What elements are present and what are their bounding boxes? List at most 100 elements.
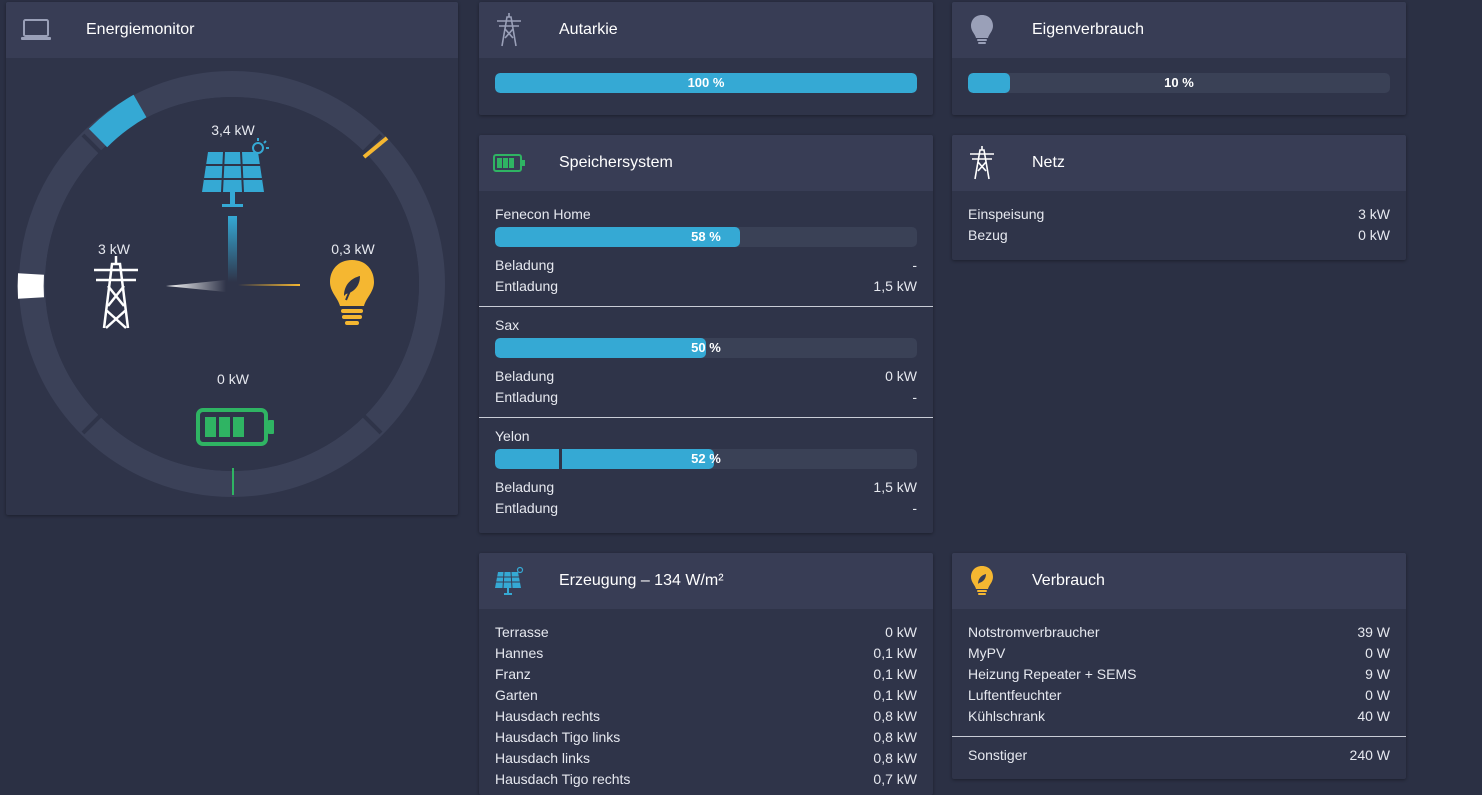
- energiemonitor-card: Energiemonitor: [6, 2, 458, 515]
- verbrauch-card: Verbrauch Notstromverbraucher 39 W MyPV 0 …: [952, 553, 1406, 779]
- eigenverbrauch-header[interactable]: Eigenverbrauch: [952, 2, 1406, 58]
- erzeugung-row-value: 0,7 kW: [873, 771, 917, 787]
- netz-header[interactable]: Netz: [952, 135, 1406, 191]
- netz-row-value: 3 kW: [1358, 206, 1390, 222]
- verbrauch-title: Verbrauch: [1032, 572, 1105, 589]
- laptop-icon: [20, 14, 52, 46]
- storage-entladung-row: Entladung 1,5 kW: [495, 276, 917, 297]
- speichersystem-header[interactable]: Speichersystem: [479, 135, 933, 191]
- verbrauch-row: MyPV 0 W: [968, 643, 1390, 664]
- verbrauch-row: Kühlschrank 40 W: [968, 706, 1390, 727]
- storage-name: Sax: [495, 317, 520, 333]
- beladung-label: Beladung: [495, 479, 555, 495]
- entladung-value: 1,5 kW: [873, 278, 917, 294]
- erzeugung-row-value: 0,1 kW: [873, 645, 917, 661]
- energy-flow-diagram: [17, 71, 445, 497]
- verbrauch-row-value: 40 W: [1357, 708, 1390, 724]
- verbrauch-row-value: 39 W: [1357, 624, 1390, 640]
- speichersystem-card: Speichersystem Fenecon Home 58 % Beladun…: [479, 135, 933, 533]
- storage-divider: [479, 306, 933, 307]
- netz-row-label: Einspeisung: [968, 206, 1045, 222]
- verbrauch-other-value: 240 W: [1349, 747, 1390, 763]
- storage-soc-fill: [495, 449, 715, 469]
- verbrauch-other-row: Sonstiger 240 W: [968, 745, 1390, 766]
- erzeugung-row-value: 0 kW: [885, 624, 917, 640]
- grid-flow: [166, 280, 226, 292]
- autarkie-header[interactable]: Autarkie: [479, 2, 933, 58]
- erzeugung-row: Terrasse 0 kW: [495, 622, 917, 643]
- netz-row: Bezug 0 kW: [968, 225, 1390, 246]
- storage-beladung-row: Beladung 0 kW: [495, 366, 917, 387]
- storage-name: Fenecon Home: [495, 206, 591, 222]
- erzeugung-row-label: Franz: [495, 666, 531, 682]
- storage-entladung-row: Entladung -: [495, 387, 917, 408]
- erzeugung-row-label: Hausdach links: [495, 750, 590, 766]
- erzeugung-row-label: Hausdach rechts: [495, 708, 601, 724]
- autarkie-progress-label: 100 %: [687, 75, 725, 90]
- speichersystem-title: Speichersystem: [559, 154, 673, 171]
- netz-row-value: 0 kW: [1358, 227, 1390, 243]
- verbrauch-row: Heizung Repeater + SEMS 9 W: [968, 664, 1390, 685]
- solar-panel-icon: [493, 565, 525, 597]
- entladung-label: Entladung: [495, 278, 559, 294]
- erzeugung-header[interactable]: Erzeugung – 134 W/m²: [479, 553, 933, 609]
- erzeugung-row-label: Hausdach Tigo rechts: [495, 771, 631, 787]
- pv-power-value: 3,4 kW: [211, 122, 255, 138]
- erzeugung-row-value: 0,1 kW: [873, 687, 917, 703]
- verbrauch-divider: [952, 736, 1406, 737]
- pv-flow: [228, 216, 237, 282]
- storage-soc-fill: [495, 338, 706, 358]
- verbrauch-row-value: 0 W: [1365, 687, 1390, 703]
- autarkie-progress-bar: 100 %: [495, 73, 917, 93]
- netz-row-label: Bezug: [968, 227, 1008, 243]
- storage-soc-bar: 50 %: [495, 338, 917, 358]
- consumption-arc-mark: [362, 136, 389, 159]
- erzeugung-row: Hausdach Tigo rechts 0,7 kW: [495, 769, 917, 790]
- verbrauch-row-label: Notstromverbraucher: [968, 624, 1100, 640]
- erzeugung-row: Hausdach links 0,8 kW: [495, 748, 917, 769]
- autarkie-card: Autarkie 100 %: [479, 2, 933, 115]
- energiemonitor-title: Energiemonitor: [86, 21, 195, 38]
- erzeugung-title: Erzeugung – 134 W/m²: [559, 572, 724, 589]
- storage-soc-fill: [495, 227, 740, 247]
- verbrauch-row: Luftentfeuchter 0 W: [968, 685, 1390, 706]
- erzeugung-card: Erzeugung – 134 W/m² Terrasse 0 kW Hannes…: [479, 553, 933, 795]
- erzeugung-row-label: Terrasse: [495, 624, 549, 640]
- storage-soc-label: 58 %: [691, 229, 721, 244]
- beladung-label: Beladung: [495, 368, 555, 384]
- autarkie-title: Autarkie: [559, 21, 618, 38]
- verbrauch-row-label: Heizung Repeater + SEMS: [968, 666, 1137, 682]
- entladung-value: -: [912, 389, 917, 405]
- storage-soc-marker: [559, 449, 562, 469]
- netz-card: Netz Einspeisung 3 kW Bezug 0 kW: [952, 135, 1406, 260]
- erzeugung-row-label: Hausdach Tigo links: [495, 729, 621, 745]
- verbrauch-row-label: MyPV: [968, 645, 1006, 661]
- entladung-value: -: [912, 500, 917, 516]
- storage-soc-bar: 58 %: [495, 227, 917, 247]
- storage-soc-label: 52 %: [691, 451, 721, 466]
- eigenverbrauch-progress-fill: [968, 73, 1011, 93]
- storage-entladung-row: Entladung -: [495, 498, 917, 519]
- battery-icon: [493, 147, 525, 179]
- erzeugung-row-value: 0,1 kW: [873, 666, 917, 682]
- energiemonitor-header[interactable]: Energiemonitor: [6, 2, 458, 58]
- entladung-label: Entladung: [495, 389, 559, 405]
- erzeugung-row-value: 0,8 kW: [873, 708, 917, 724]
- erzeugung-row: Hausdach rechts 0,8 kW: [495, 706, 917, 727]
- storage-name: Yelon: [495, 428, 530, 444]
- consumption-flow: [238, 284, 300, 286]
- lightbulb-icon: [330, 260, 374, 325]
- beladung-value: -: [912, 257, 917, 273]
- verbrauch-other-label: Sonstiger: [968, 747, 1028, 763]
- power-tower-icon: [94, 256, 138, 329]
- eigenverbrauch-progress-bar: 10 %: [968, 73, 1390, 93]
- autarkie-progress-fill: [495, 73, 917, 93]
- erzeugung-row: Garten 0,1 kW: [495, 685, 917, 706]
- beladung-label: Beladung: [495, 257, 555, 273]
- lightbulb-icon: [966, 14, 998, 46]
- lightbulb-icon: [966, 565, 998, 597]
- erzeugung-row-value: 0,8 kW: [873, 750, 917, 766]
- battery-icon: [196, 408, 274, 446]
- verbrauch-header[interactable]: Verbrauch: [952, 553, 1406, 609]
- verbrauch-row-label: Luftentfeuchter: [968, 687, 1062, 703]
